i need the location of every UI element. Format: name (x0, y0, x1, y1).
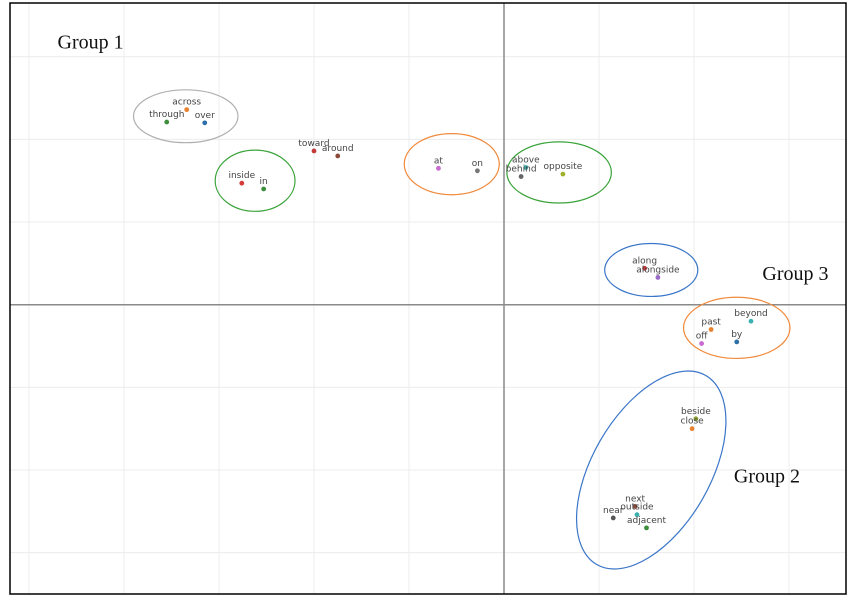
point-label-alongside: alongside (636, 265, 680, 275)
point-label-over: over (195, 111, 215, 121)
plot-frame (9, 2, 847, 595)
cluster-ellipses (132, 89, 791, 570)
point-along (642, 265, 647, 271)
grid (10, 3, 846, 594)
point-at (436, 165, 441, 171)
point-label-around: around (322, 144, 354, 154)
group-annotation-2: Group 3 (762, 263, 828, 285)
cluster-ellipse (403, 132, 500, 196)
point-above (523, 165, 529, 170)
point-next (632, 503, 638, 509)
point-label-above: above (512, 155, 540, 165)
point-past (708, 327, 714, 332)
point-label-past: past (701, 317, 721, 327)
point-label-near: near (603, 506, 624, 516)
cluster-ellipse (575, 370, 727, 570)
point-label-toward: toward (298, 139, 329, 149)
point-close (689, 426, 695, 432)
point-inside (239, 180, 245, 186)
point-label-at: at (434, 156, 444, 166)
point-label-through: through (149, 110, 184, 120)
point-label-on: on (472, 159, 483, 169)
point-around (335, 153, 341, 159)
cluster-ellipse (214, 149, 296, 212)
group-annotation-3: Group 2 (734, 465, 800, 487)
point-alongside (655, 275, 661, 280)
point-across (184, 107, 190, 113)
point-label-across: across (172, 98, 201, 108)
point-toward (311, 148, 317, 154)
point-behind (518, 174, 524, 179)
point-label-along: along (632, 256, 657, 266)
axes (10, 3, 846, 594)
point-by (734, 339, 740, 345)
point-over (202, 120, 208, 126)
point-label-next: next (625, 494, 645, 504)
point-label-by: by (731, 330, 743, 340)
point-in (261, 186, 267, 192)
cluster-ellipse (682, 296, 791, 360)
point-outside (634, 512, 640, 518)
point-label-adjacent: adjacent (627, 516, 666, 526)
point-off (699, 341, 704, 346)
group-annotations: Group 1 Group 3 Group 2 (58, 31, 829, 487)
point-label-beside: beside (681, 407, 711, 417)
point-label-behind: behind (506, 165, 537, 175)
cluster-ellipse (604, 242, 699, 298)
point-label-close: close (681, 417, 705, 427)
point-label-off: off (696, 332, 709, 342)
point-beside (693, 416, 699, 422)
point-through (164, 119, 170, 125)
point-label-in: in (260, 177, 268, 187)
point-on (475, 168, 480, 174)
cluster-ellipse (132, 89, 239, 144)
point-adjacent (644, 525, 649, 531)
point-beyond (748, 318, 754, 324)
point-label-beyond: beyond (734, 309, 768, 319)
point-label-inside: inside (228, 171, 255, 181)
cluster-ellipse (506, 141, 612, 204)
data-points (164, 107, 754, 531)
group-annotation-1: Group 1 (58, 31, 124, 53)
point-label-outside: outside (620, 503, 654, 513)
point-label-opposite: opposite (544, 162, 583, 172)
point-opposite (560, 171, 566, 177)
point-near (610, 515, 616, 521)
